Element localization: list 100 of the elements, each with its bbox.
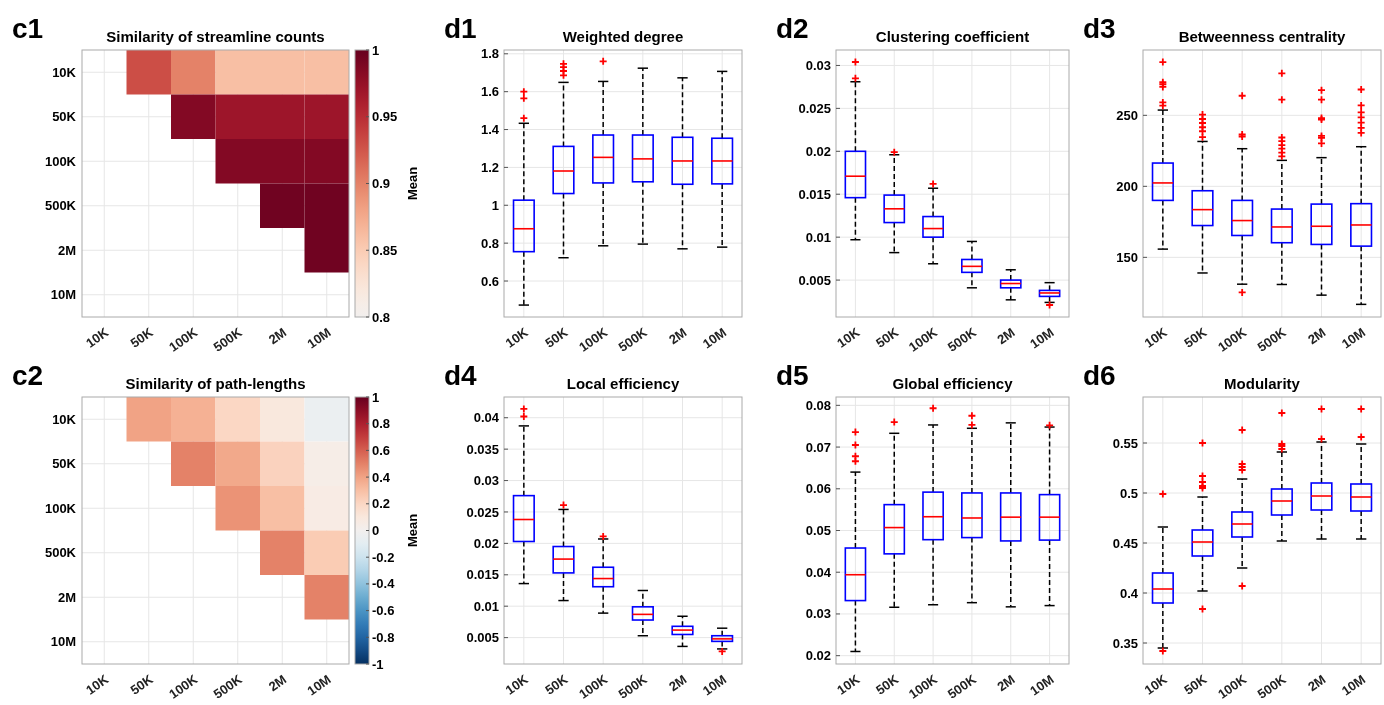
x-tick-label: 2M — [1305, 671, 1329, 695]
color-bar-title: Mean — [405, 166, 420, 201]
x-tick-label: 50K — [542, 671, 571, 698]
text: d2 — [776, 13, 809, 44]
color-bar-label: -0.8 — [372, 629, 395, 645]
y-tick-label: 100K — [44, 500, 77, 516]
color-bar-label: -0.6 — [372, 603, 395, 619]
color-bar-label: 0 — [372, 523, 380, 539]
y-tick-label: 0.015 — [798, 186, 831, 202]
x-tick-label: 50K — [873, 324, 902, 351]
x-tick-label: 2M — [265, 671, 290, 695]
y-tick-label: 0.015 — [466, 567, 499, 583]
y-tick-label: 0.07 — [805, 439, 831, 455]
y-tick-label: 10K — [52, 411, 77, 427]
chart-title: Similarity of path-lengths — [125, 375, 306, 392]
chart-title: Local efficiency — [566, 375, 680, 392]
y-tick-label: 0.025 — [798, 100, 831, 116]
y-tick-label: 10M — [50, 287, 76, 303]
y-tick-label: 250 — [1116, 107, 1138, 123]
x-tick-label: 10K — [1141, 671, 1171, 698]
text: c2 — [12, 360, 44, 391]
y-tick-label: 50K — [52, 456, 77, 472]
y-tick-label: 0.02 — [805, 648, 831, 664]
x-tick-label: 10K — [1141, 324, 1171, 351]
color-bar-label: 0.9 — [372, 176, 391, 192]
x-tick-label: 2M — [666, 324, 690, 348]
x-tick-label: 10K — [834, 324, 863, 351]
color-bar-label: 0.8 — [372, 416, 391, 432]
y-tick-label: 2M — [57, 242, 76, 258]
y-tick-label: 0.04 — [473, 410, 500, 426]
y-tick-label: 0.02 — [473, 535, 499, 551]
x-tick-label: 2M — [1305, 324, 1329, 348]
color-bar-label: -1 — [372, 656, 384, 672]
y-tick-label: 2M — [57, 589, 76, 605]
text: d3 — [1083, 13, 1116, 44]
x-tick-label: 10M — [1027, 671, 1057, 699]
x-tick-label: 50K — [127, 671, 157, 698]
chart-title: Similarity of streamline counts — [106, 28, 325, 45]
y-tick-label: 0.05 — [805, 523, 831, 539]
y-tick-label: 0.45 — [1112, 535, 1138, 551]
color-bar-label: 0.85 — [372, 242, 398, 258]
y-tick-label: 10K — [52, 64, 77, 80]
chart-title: Modularity — [1224, 375, 1301, 392]
y-tick-label: 0.5 — [1119, 485, 1138, 501]
text: d6 — [1083, 360, 1116, 391]
chart-title: Weighted degree — [562, 28, 684, 45]
y-tick-label: 1.8 — [480, 46, 499, 62]
x-tick-label: 10M — [1338, 671, 1369, 699]
y-tick-label: 0.03 — [805, 606, 831, 622]
x-tick-label: 10M — [304, 671, 334, 699]
y-tick-label: 0.03 — [473, 473, 499, 489]
y-tick-label: 0.005 — [466, 630, 499, 646]
y-tick-label: 150 — [1116, 249, 1138, 265]
color-bar-label: 0.95 — [372, 109, 398, 125]
y-tick-label: 0.03 — [805, 58, 831, 73]
color-bar-label: 1 — [372, 389, 380, 405]
x-tick-label: 10M — [1338, 324, 1369, 352]
x-tick-label: 2M — [994, 324, 1018, 348]
y-tick-label: 0.08 — [805, 397, 831, 413]
y-tick-label: 0.025 — [466, 504, 499, 520]
chart-title: Betweenness centrality — [1178, 28, 1347, 45]
color-bar-title: Mean — [405, 513, 420, 548]
y-tick-label: 1.2 — [480, 159, 499, 175]
text: d5 — [776, 360, 809, 391]
x-tick-label: 10K — [502, 671, 532, 698]
y-tick-label: 0.06 — [805, 481, 831, 497]
color-bar-label: -0.4 — [372, 576, 396, 592]
y-tick-label: 50K — [52, 109, 77, 125]
text: d4 — [444, 360, 478, 391]
text: d1 — [444, 13, 477, 44]
x-tick-label: 2M — [994, 671, 1018, 695]
x-tick-label: 10M — [1027, 324, 1057, 352]
y-tick-label: 500K — [44, 545, 77, 561]
y-tick-label: 0.4 — [1119, 585, 1139, 601]
color-bar-label: 0.6 — [372, 442, 391, 458]
y-tick-label: 0.04 — [805, 564, 832, 580]
chart-title: Clustering coefficient — [875, 28, 1030, 45]
x-tick-label: 50K — [542, 324, 571, 351]
x-tick-label: 10M — [699, 324, 730, 352]
y-tick-label: 0.035 — [466, 441, 499, 457]
x-tick-label: 10K — [83, 324, 112, 351]
x-tick-label: 50K — [127, 324, 157, 351]
x-tick-label: 10M — [699, 671, 730, 699]
color-bar-label: 0.2 — [372, 496, 391, 512]
y-tick-label: 10M — [50, 634, 76, 650]
y-tick-label: 100K — [44, 153, 77, 169]
y-tick-label: 0.01 — [805, 229, 831, 245]
x-tick-label: 10K — [834, 671, 863, 698]
y-tick-label: 0.55 — [1112, 435, 1138, 451]
x-tick-label: 50K — [1181, 324, 1210, 351]
y-tick-label: 0.005 — [798, 272, 831, 288]
y-tick-label: 0.35 — [1112, 635, 1138, 651]
text: c1 — [12, 13, 44, 44]
y-tick-label: 1.4 — [480, 122, 500, 138]
x-tick-label: 10K — [83, 671, 112, 698]
chart-title: Global efficiency — [892, 375, 1014, 392]
x-tick-label: 10K — [502, 324, 532, 351]
y-tick-label: 1 — [491, 197, 499, 213]
y-tick-label: 500K — [44, 198, 77, 214]
x-tick-label: 50K — [873, 671, 902, 698]
